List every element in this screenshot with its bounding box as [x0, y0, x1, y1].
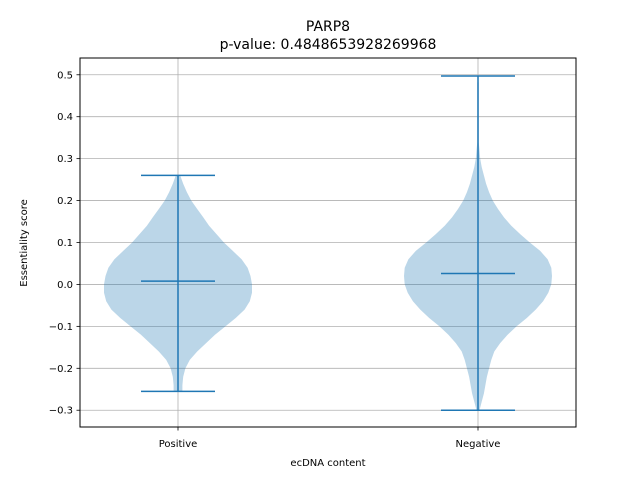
x-axis-label: ecDNA content: [290, 458, 365, 469]
y-axis-label: Essentiality score: [19, 199, 30, 287]
x-tick-label: Positive: [159, 439, 198, 450]
y-tick-label: 0.3: [57, 154, 73, 165]
violin-bodies: [104, 76, 552, 411]
y-axis-ticks: −0.3 −0.2 −0.1 0.0 0.1 0.2 0.3 0.4 0.5: [49, 70, 80, 417]
y-tick-label: 0.2: [57, 196, 73, 207]
x-axis-ticks: Positive Negative: [159, 427, 501, 450]
y-tick-label: 0.4: [57, 112, 73, 123]
y-tick-label: −0.3: [49, 406, 73, 417]
y-tick-label: −0.1: [49, 322, 73, 333]
violin-statistics: [141, 75, 515, 411]
chart-subtitle: p-value: 0.4848653928269968: [220, 37, 437, 53]
x-tick-label: Negative: [456, 439, 501, 450]
y-tick-label: −0.2: [49, 364, 73, 375]
y-tick-label: 0.0: [57, 280, 73, 291]
chart-title: PARP8: [306, 19, 350, 35]
y-tick-label: 0.1: [57, 238, 73, 249]
y-tick-label: 0.5: [57, 70, 73, 81]
